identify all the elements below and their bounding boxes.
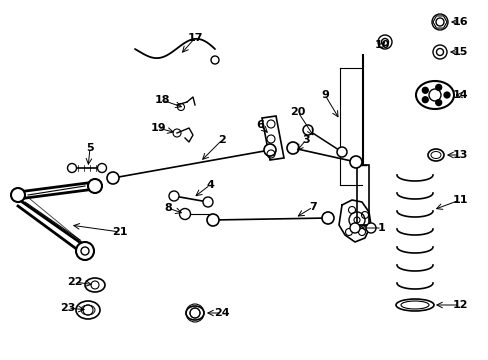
Text: 21: 21 — [112, 227, 127, 237]
Circle shape — [210, 56, 219, 64]
Text: 20: 20 — [290, 107, 305, 117]
Circle shape — [422, 97, 427, 103]
Text: 2: 2 — [218, 135, 225, 145]
Text: 1: 1 — [377, 223, 385, 233]
Circle shape — [349, 223, 359, 233]
Circle shape — [179, 208, 190, 220]
Text: 19: 19 — [150, 123, 165, 133]
Circle shape — [303, 125, 312, 135]
Circle shape — [336, 147, 346, 157]
Circle shape — [435, 84, 441, 90]
Circle shape — [206, 214, 219, 226]
Text: 15: 15 — [451, 47, 467, 57]
Text: 14: 14 — [451, 90, 467, 100]
Text: 3: 3 — [302, 135, 309, 145]
Text: 4: 4 — [205, 180, 214, 190]
Circle shape — [422, 87, 427, 93]
Circle shape — [11, 188, 25, 202]
Text: 5: 5 — [86, 143, 94, 153]
Text: 10: 10 — [373, 40, 389, 50]
Text: 22: 22 — [67, 277, 82, 287]
Text: 18: 18 — [154, 95, 169, 105]
Text: 16: 16 — [451, 17, 467, 27]
Circle shape — [169, 191, 179, 201]
Circle shape — [321, 212, 333, 224]
Circle shape — [107, 172, 119, 184]
Circle shape — [365, 223, 375, 233]
Text: 17: 17 — [187, 33, 203, 43]
Circle shape — [97, 163, 106, 172]
Circle shape — [67, 163, 76, 172]
Circle shape — [349, 156, 361, 168]
Text: 7: 7 — [308, 202, 316, 212]
Text: 13: 13 — [451, 150, 467, 160]
Circle shape — [435, 100, 441, 105]
Text: 6: 6 — [256, 120, 264, 130]
Circle shape — [264, 144, 275, 156]
Text: 8: 8 — [164, 203, 171, 213]
Circle shape — [443, 92, 449, 98]
Text: 12: 12 — [451, 300, 467, 310]
Text: 9: 9 — [321, 90, 328, 100]
Text: 23: 23 — [60, 303, 76, 313]
Circle shape — [203, 197, 213, 207]
Text: 11: 11 — [451, 195, 467, 205]
Text: 24: 24 — [214, 308, 229, 318]
Circle shape — [76, 242, 94, 260]
Circle shape — [286, 142, 298, 154]
Circle shape — [88, 179, 102, 193]
